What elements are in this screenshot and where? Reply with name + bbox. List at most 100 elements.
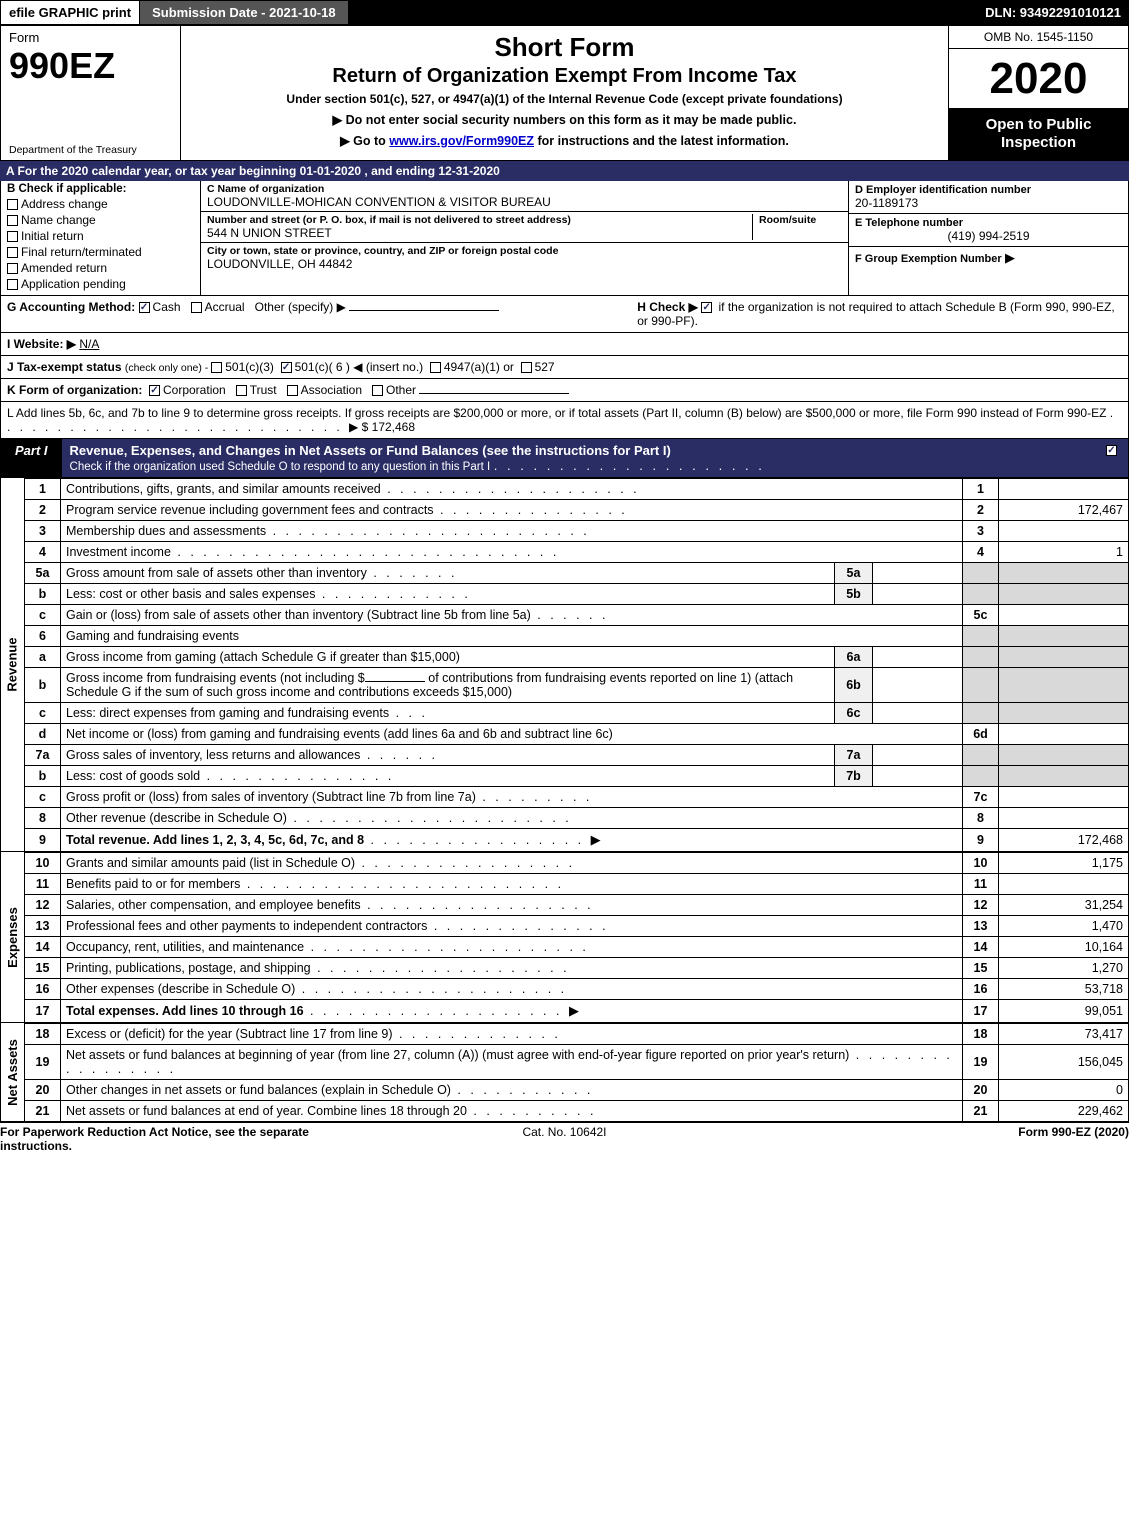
section-k: K Form of organization: Corporation Trus… [0,379,1129,402]
chk-schedule-b[interactable] [701,302,712,313]
line-16: 16Other expenses (describe in Schedule O… [25,979,1129,1000]
goto-note: ▶ Go to www.irs.gov/Form990EZ for instru… [191,133,938,148]
part-1-checkbox-cell [1098,439,1128,477]
chk-4947[interactable] [430,362,441,373]
period-end: 12-31-2020 [438,164,499,178]
h-label: H Check ▶ [637,300,698,314]
subtitle: Under section 501(c), 527, or 4947(a)(1)… [191,92,938,106]
line-11: 11Benefits paid to or for members . . . … [25,874,1129,895]
chk-cash[interactable] [139,302,150,313]
section-h: H Check ▶ if the organization is not req… [637,300,1122,328]
city-value: LOUDONVILLE, OH 44842 [207,257,842,271]
line-21: 21Net assets or fund balances at end of … [25,1101,1129,1122]
section-gh: G Accounting Method: Cash Accrual Other … [0,296,1129,333]
org-name-label: C Name of organization [207,183,842,195]
catalog-number: Cat. No. 10642I [376,1125,752,1153]
chk-initial-return[interactable]: Initial return [7,229,194,243]
cash-label: Cash [153,300,181,314]
line-4: 4Investment income . . . . . . . . . . .… [25,542,1129,563]
period-mid: , and ending [361,164,438,178]
chk-527[interactable] [521,362,532,373]
form-number: 990EZ [9,45,172,87]
line-5c: cGain or (loss) from sale of assets othe… [25,605,1129,626]
return-title: Return of Organization Exempt From Incom… [191,65,938,88]
line-7c: cGross profit or (loss) from sales of in… [25,787,1129,808]
irs-link[interactable]: www.irs.gov/Form990EZ [389,134,534,148]
chk-trust[interactable] [236,385,247,396]
line-14: 14Occupancy, rent, utilities, and mainte… [25,937,1129,958]
form-header: Form 990EZ Department of the Treasury Sh… [0,25,1129,161]
form-ref: Form 990-EZ (2020) [753,1125,1129,1153]
net-assets-vertical-label: Net Assets [0,1023,24,1122]
chk-501c3[interactable] [211,362,222,373]
city-label: City or town, state or province, country… [207,245,842,257]
group-exemption-label: F Group Exemption Number [855,253,1002,265]
street-value: 544 N UNION STREET [207,226,752,240]
revenue-table: 1Contributions, gifts, grants, and simil… [24,478,1129,852]
section-g: G Accounting Method: Cash Accrual Other … [7,300,637,328]
accounting-method-label: G Accounting Method: [7,300,135,314]
chk-schedule-o[interactable] [1106,445,1117,456]
line-5b: bLess: cost or other basis and sales exp… [25,584,1129,605]
line-7b: bLess: cost of goods sold . . . . . . . … [25,766,1129,787]
chk-association[interactable] [287,385,298,396]
short-form-title: Short Form [191,32,938,63]
chk-final-return[interactable]: Final return/terminated [7,245,194,259]
chk-other-org[interactable] [372,385,383,396]
part-1-title: Revenue, Expenses, and Changes in Net As… [62,439,1098,477]
section-def: D Employer identification number 20-1189… [848,181,1128,295]
chk-address-change[interactable]: Address change [7,197,194,211]
top-bar: efile GRAPHIC print Submission Date - 20… [0,0,1129,25]
section-b-header: B Check if applicable: [7,183,194,195]
line-6: 6Gaming and fundraising events [25,626,1129,647]
section-i: I Website: ▶ N/A [0,333,1129,356]
section-j: J Tax-exempt status (check only one) - 5… [0,356,1129,379]
phone-value: (419) 994-2519 [855,229,1122,243]
expenses-vertical-label: Expenses [0,852,24,1023]
other-specify-input[interactable] [349,310,499,311]
ssn-warning: ▶ Do not enter social security numbers o… [191,112,938,127]
accrual-label: Accrual [205,300,245,314]
chk-accrual[interactable] [191,302,202,313]
dept-treasury: Department of the Treasury [9,144,172,156]
section-b: B Check if applicable: Address change Na… [1,181,201,295]
dln: DLN: 93492291010121 [977,1,1129,24]
line-9: 9Total revenue. Add lines 1, 2, 3, 4, 5c… [25,829,1129,852]
section-l-text: L Add lines 5b, 6c, and 7b to line 9 to … [7,406,1106,420]
line-1: 1Contributions, gifts, grants, and simil… [25,479,1129,500]
goto-suffix: for instructions and the latest informat… [534,134,789,148]
line-10: 10Grants and similar amounts paid (list … [25,853,1129,874]
revenue-section: Revenue 1Contributions, gifts, grants, a… [0,478,1129,852]
chk-corporation[interactable] [149,385,160,396]
fundraising-amt-input[interactable] [365,681,425,682]
website-value: N/A [79,337,99,351]
part-1-header: Part I Revenue, Expenses, and Changes in… [0,439,1129,478]
gross-receipts-value: 172,468 [372,420,415,434]
line-15: 15Printing, publications, postage, and s… [25,958,1129,979]
goto-prefix: ▶ Go to [340,134,389,148]
chk-application-pending[interactable]: Application pending [7,277,194,291]
part-1-subtitle: Check if the organization used Schedule … [70,461,491,473]
chk-name-change[interactable]: Name change [7,213,194,227]
expenses-section: Expenses 10Grants and similar amounts pa… [0,852,1129,1023]
chk-amended-return[interactable]: Amended return [7,261,194,275]
line-6b: bGross income from fundraising events (n… [25,668,1129,703]
opt-assoc: Association [301,383,362,397]
opt-corp: Corporation [163,383,226,397]
opt-527: 527 [535,360,555,374]
expenses-table: 10Grants and similar amounts paid (list … [24,852,1129,1023]
other-org-input[interactable] [419,393,569,394]
line-8: 8Other revenue (describe in Schedule O) … [25,808,1129,829]
line-3: 3Membership dues and assessments . . . .… [25,521,1129,542]
line-19: 19Net assets or fund balances at beginni… [25,1045,1129,1080]
line-6c: cLess: direct expenses from gaming and f… [25,703,1129,724]
org-name: LOUDONVILLE-MOHICAN CONVENTION & VISITOR… [207,195,842,209]
section-l: L Add lines 5b, 6c, and 7b to line 9 to … [0,402,1129,439]
chk-501c[interactable] [281,362,292,373]
line-7a: 7aGross sales of inventory, less returns… [25,745,1129,766]
line-18: 18Excess or (deficit) for the year (Subt… [25,1024,1129,1045]
tax-exempt-label: J Tax-exempt status [7,360,122,374]
efile-print-button[interactable]: efile GRAPHIC print [0,0,140,25]
line-2: 2Program service revenue including gover… [25,500,1129,521]
line-13: 13Professional fees and other payments t… [25,916,1129,937]
